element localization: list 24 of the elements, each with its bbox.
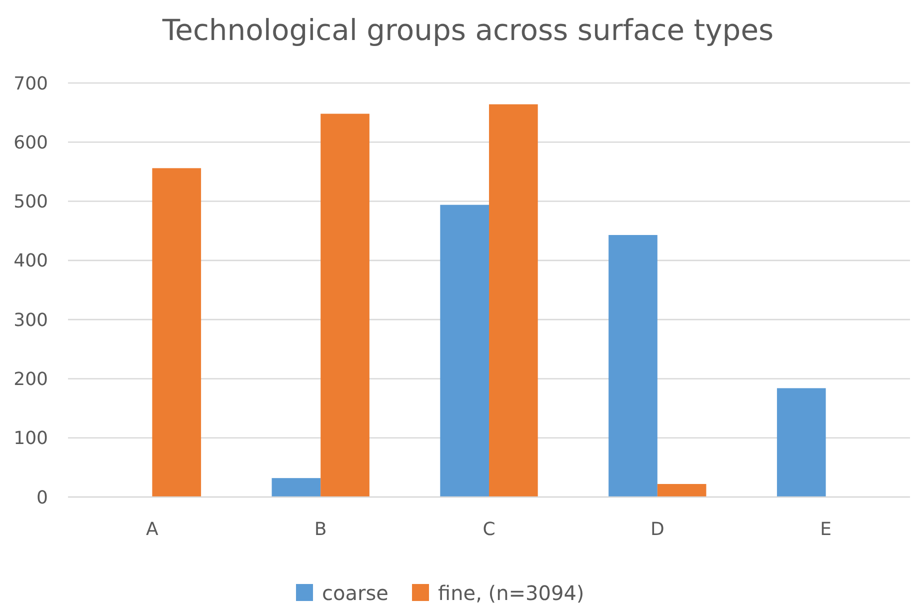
y-tick-label: 300	[14, 310, 48, 331]
x-tick-label: B	[314, 519, 327, 540]
x-tick-label: E	[820, 519, 832, 540]
y-tick-label: 500	[14, 192, 48, 213]
bar	[657, 484, 706, 497]
x-tick-label: C	[482, 519, 496, 540]
y-tick-label: 0	[36, 487, 48, 508]
y-tick-label: 700	[14, 73, 48, 94]
bar	[608, 234, 658, 497]
x-tick-label: D	[650, 519, 664, 540]
bar	[776, 388, 826, 497]
bar	[152, 168, 202, 497]
bar	[440, 204, 489, 497]
y-tick-label: 100	[14, 428, 48, 450]
bar	[320, 114, 370, 497]
x-tick-label: A	[146, 519, 160, 540]
chart-title: Technological groups across surface types	[161, 13, 774, 47]
y-tick-label: 200	[14, 369, 48, 390]
legend-label: coarse	[322, 581, 388, 605]
bar	[272, 478, 321, 497]
y-tick-label: 600	[14, 132, 48, 154]
y-tick-label: 400	[14, 250, 48, 272]
bar	[489, 104, 538, 497]
legend-label: fine, (n=3094)	[438, 581, 584, 605]
